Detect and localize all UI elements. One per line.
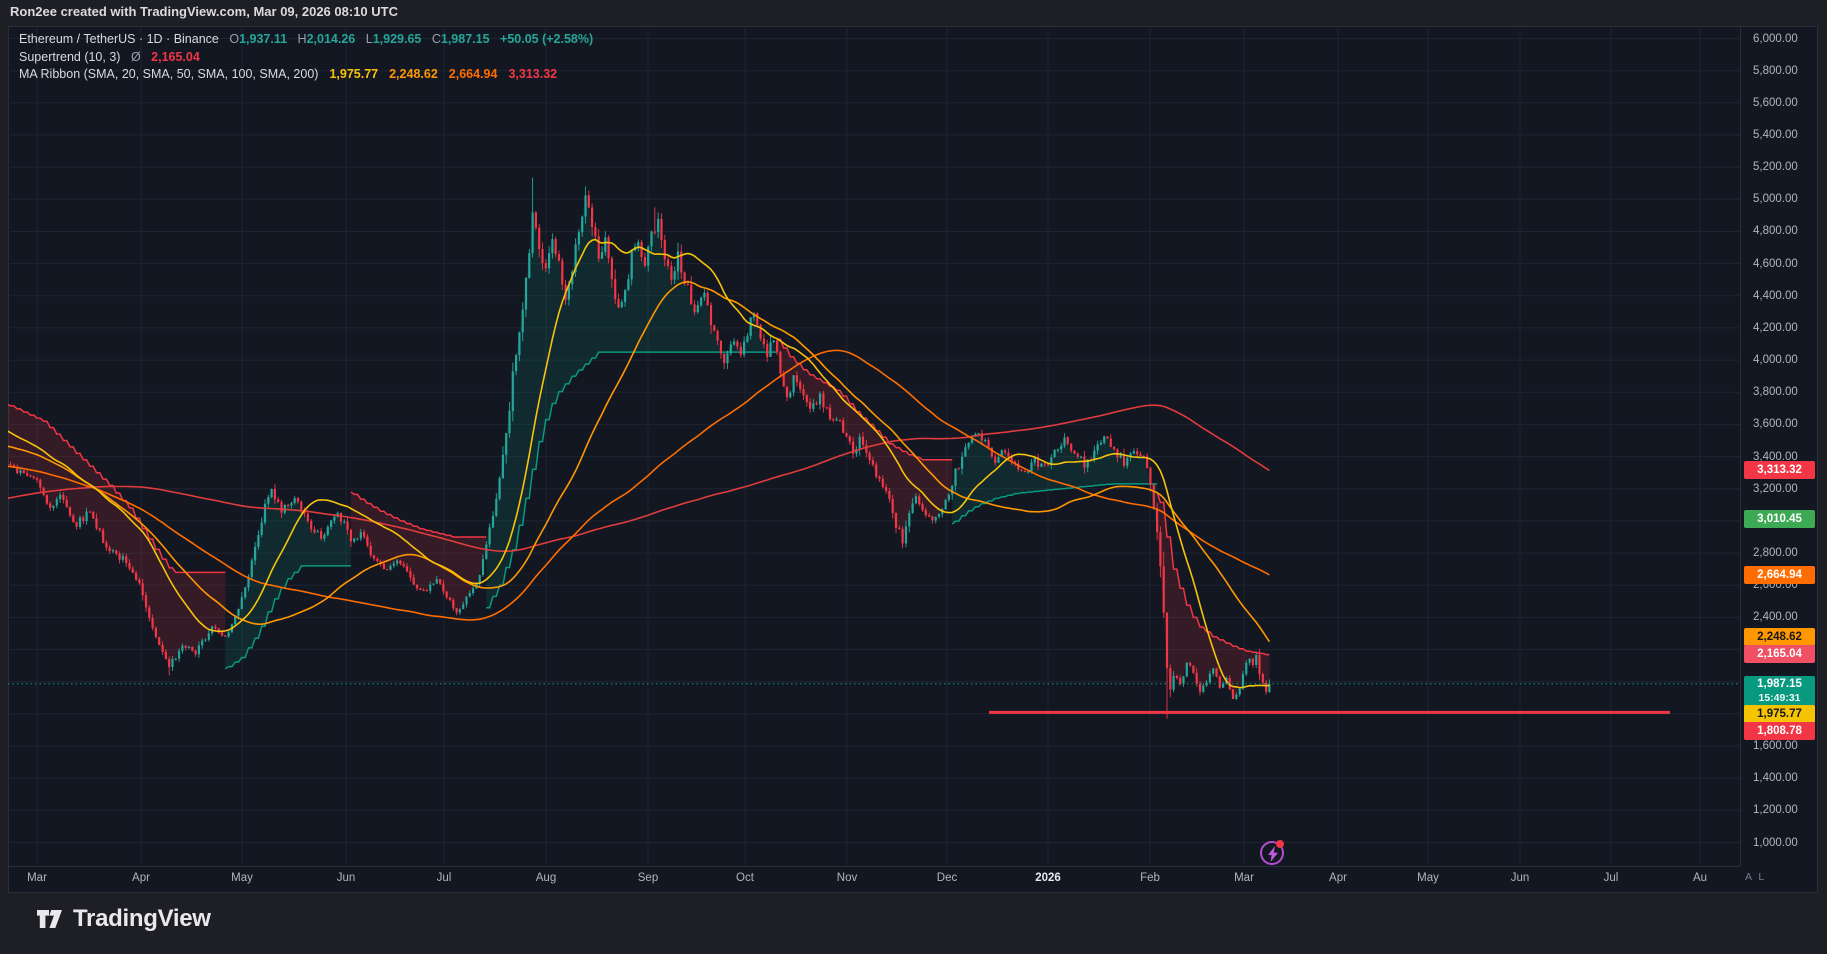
close-value: 1,987.15 <box>440 32 490 46</box>
price-axis-label: 3,800.00 <box>1753 386 1798 399</box>
notification-dot <box>1276 840 1284 848</box>
close-label: C <box>431 32 441 46</box>
attribution-bar: Ron2ee created with TradingView.com, Mar… <box>10 4 398 19</box>
chart-legend: Ethereum / TetherUS · 1D · Binance O1,93… <box>19 31 593 84</box>
tradingview-logo[interactable]: TradingView <box>36 905 211 933</box>
price-axis-label: 1,200.00 <box>1753 804 1798 817</box>
price-axis-label: 4,200.00 <box>1753 321 1798 334</box>
price-badge: 2,165.04 <box>1744 645 1815 663</box>
price-badge: 3,313.32 <box>1744 461 1815 479</box>
time-axis-label: May <box>231 872 253 884</box>
time-axis-label: Apr <box>1329 872 1347 884</box>
time-axis-label: 2026 <box>1035 872 1061 884</box>
price-badge: 1,808.78 <box>1744 722 1815 740</box>
price-axis-label: 5,600.00 <box>1753 96 1798 109</box>
price-axis-label: 5,400.00 <box>1753 128 1798 141</box>
time-axis-label: Jun <box>1510 872 1530 884</box>
time-axis-label: Aug <box>535 872 557 884</box>
ma-ribbon-title: MA Ribbon (SMA, 20, SMA, 50, SMA, 100, S… <box>19 67 319 81</box>
price-axis-label: 1,600.00 <box>1753 740 1798 753</box>
chart-frame <box>8 26 1818 893</box>
price-axis-label: 6,000.00 <box>1753 32 1798 45</box>
price-axis-label: 5,800.00 <box>1753 64 1798 77</box>
time-axis-label: Au <box>1692 872 1708 884</box>
price-axis-label: 4,000.00 <box>1753 354 1798 367</box>
price-axis[interactable]: 6,000.00 5,800.00 5,600.00 5,400.00 5,200.00… <box>1741 26 1818 866</box>
price-axis-label: 4,800.00 <box>1753 225 1798 238</box>
ma-ribbon-value: 2,248.62 <box>389 67 438 81</box>
price-axis-separator <box>1740 26 1741 866</box>
high-value: 2,014.26 <box>306 32 356 46</box>
ma-ribbon-values: 1,975.77 2,248.62 2,664.94 3,313.32 <box>318 67 557 81</box>
current-price-badge: 1,987.15 15:49:31 <box>1744 676 1815 707</box>
ma-ribbon-value: 3,313.32 <box>508 67 558 81</box>
low-value: 1,929.65 <box>372 32 422 46</box>
ma-ribbon-value: 1,975.77 <box>329 67 379 81</box>
change-value: +50.05 (+2.58%) <box>500 32 594 46</box>
time-axis-separator <box>8 866 1740 867</box>
symbol-title: Ethereum / TetherUS · 1D · Binance <box>19 32 219 46</box>
time-axis-label: May <box>1417 872 1439 884</box>
legend-symbol-row[interactable]: Ethereum / TetherUS · 1D · Binance O1,93… <box>19 31 593 49</box>
open-label: O <box>229 32 240 46</box>
price-axis-label: 5,000.00 <box>1753 193 1798 206</box>
price-badge: 2,664.94 <box>1744 566 1815 584</box>
time-axis-label: Dec <box>936 872 958 884</box>
time-axis-label: Jul <box>436 872 452 884</box>
price-axis-label: 4,400.00 <box>1753 289 1798 302</box>
price-axis-label: 2,400.00 <box>1753 611 1798 624</box>
price-badge: 1,975.77 <box>1744 705 1815 723</box>
time-axis-label: Mar <box>1234 872 1254 884</box>
low-label: L <box>365 32 373 46</box>
price-badge: 3,010.45 <box>1744 510 1815 528</box>
lightning-badge[interactable] <box>1260 840 1284 865</box>
supertrend-avg-symbol: Ø <box>130 49 141 64</box>
legend-ma-ribbon-row[interactable]: MA Ribbon (SMA, 20, SMA, 50, SMA, 100, S… <box>19 66 593 84</box>
supertrend-value: 2,165.04 <box>151 49 200 64</box>
time-axis-label: Mar <box>27 872 47 884</box>
time-axis-label: Oct <box>736 872 754 884</box>
time-axis-label: Nov <box>836 872 858 884</box>
tradingview-logo-text: TradingView <box>73 905 211 932</box>
price-axis-label: 4,600.00 <box>1753 257 1798 270</box>
time-axis[interactable]: Mar Apr May Jun Jul Aug Sep Oct Nov Dec 2026 Feb Mar… <box>8 867 1740 892</box>
price-axis-label: 1,000.00 <box>1753 836 1798 849</box>
attribution-text: Ron2ee created with TradingView.com, Mar… <box>10 4 398 19</box>
axis-scale-buttons[interactable]: A L <box>1745 871 1767 883</box>
time-axis-label: Jun <box>336 872 356 884</box>
time-axis-label: Feb <box>1140 872 1160 884</box>
time-axis-label: Jul <box>1603 872 1619 884</box>
lightning-icon <box>1268 846 1278 862</box>
price-axis-label: 3,400.00 <box>1753 450 1798 463</box>
time-axis-label: Sep <box>637 872 659 884</box>
high-label: H <box>297 32 307 46</box>
price-axis-label: 3,600.00 <box>1753 418 1798 431</box>
tradingview-icon <box>37 910 62 928</box>
time-axis-label: Apr <box>132 872 150 884</box>
supertrend-title: Supertrend (10, 3) <box>19 49 121 64</box>
price-axis-label: 5,200.00 <box>1753 161 1798 174</box>
price-axis-label: 2,800.00 <box>1753 547 1798 560</box>
price-axis-label: 3,200.00 <box>1753 482 1798 495</box>
open-value: 1,937.11 <box>239 32 288 46</box>
legend-supertrend-row[interactable]: Supertrend (10, 3) Ø 2,165.04 <box>19 49 593 67</box>
price-badge: 2,248.62 <box>1744 628 1815 646</box>
price-axis-label: 1,400.00 <box>1753 772 1798 785</box>
ma-ribbon-value: 2,664.94 <box>448 67 498 81</box>
price-chart-svg[interactable] <box>8 26 1740 866</box>
